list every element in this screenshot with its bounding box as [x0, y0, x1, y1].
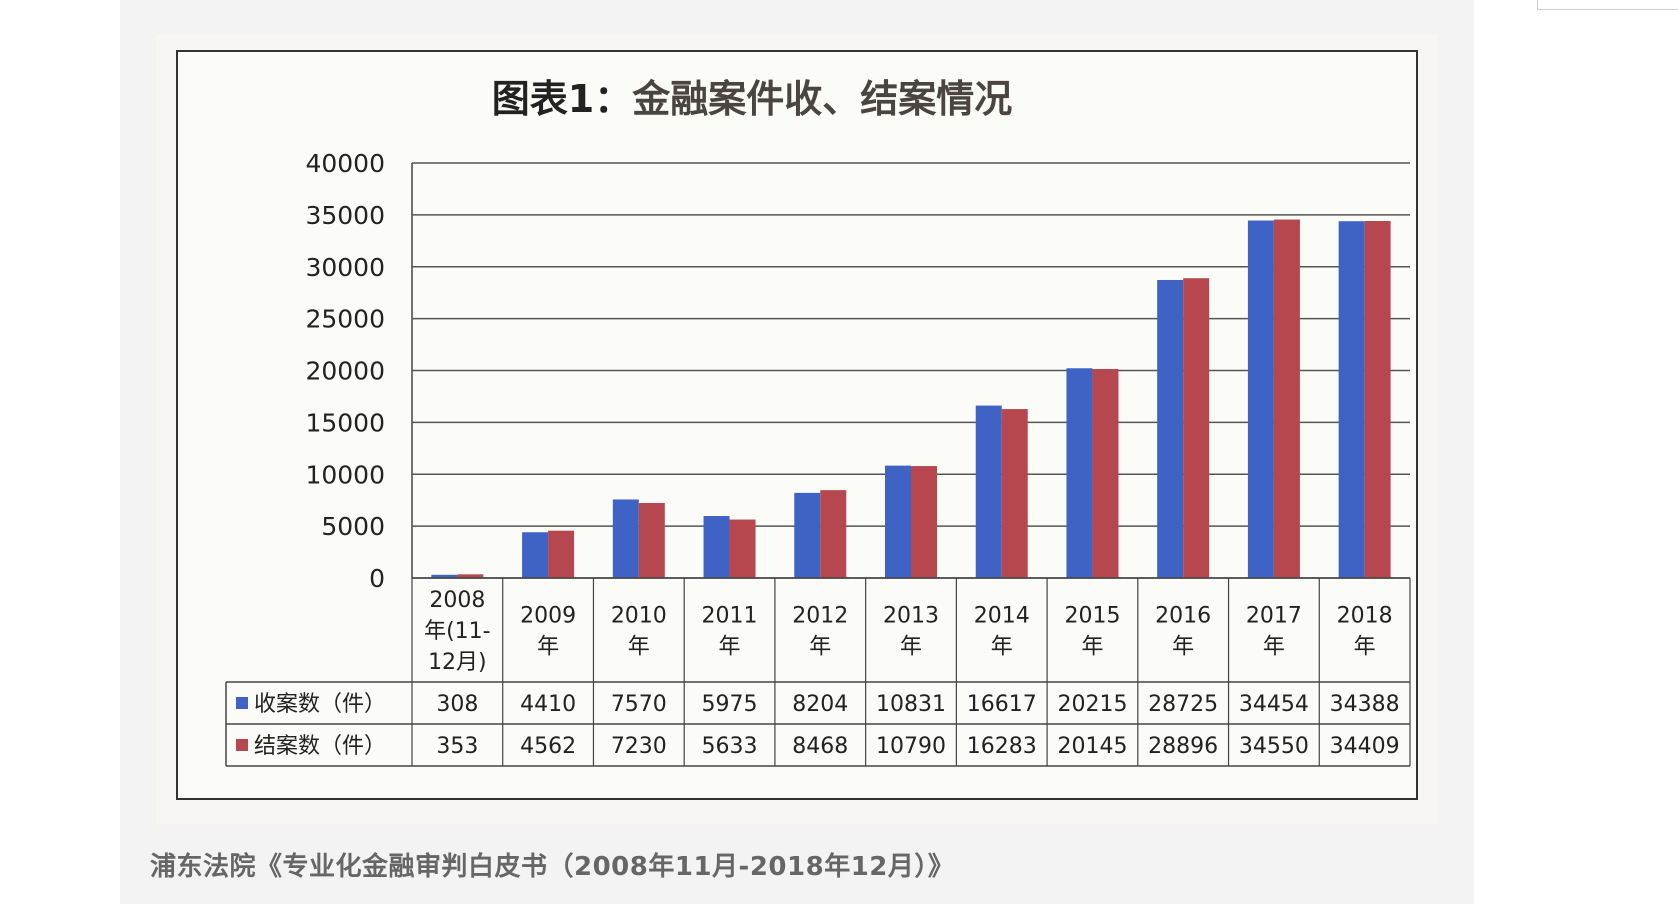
bar-closed: [1092, 369, 1118, 578]
x-tick-label: 2017: [1246, 604, 1302, 629]
x-tick-label: 年: [900, 635, 922, 660]
chart-title-prefix: 图表1：: [492, 77, 632, 121]
chart: 图表1：金融案件收、结案情况 0 5000 10000 15000 20000 25000 3…: [0, 0, 1678, 904]
x-tick-label: 2016: [1155, 604, 1211, 629]
x-tick-label: 2018: [1337, 604, 1393, 629]
bar-received: [704, 516, 730, 578]
x-tick-label: 2009: [520, 604, 576, 629]
data-label: 10831: [876, 692, 946, 717]
x-tick-label: 年: [719, 635, 741, 660]
bar-closed: [820, 490, 846, 578]
data-label: 4410: [520, 692, 576, 717]
y-tick-label: 35000: [305, 201, 385, 230]
bar-received: [613, 499, 639, 578]
x-tick-label: 2014: [974, 604, 1030, 629]
data-label: 34388: [1330, 692, 1400, 717]
x-tick-label: 年: [1263, 635, 1285, 660]
x-tick-label: 2010: [611, 604, 667, 629]
y-tick-label: 0: [369, 564, 385, 593]
y-tick-label: 10000: [305, 460, 385, 489]
bar-closed: [1365, 221, 1391, 578]
legend-label: 结案数（件）: [254, 734, 386, 759]
x-tick-label: 2013: [883, 604, 939, 629]
bar-closed: [548, 531, 574, 578]
data-label: 28896: [1148, 734, 1218, 759]
y-tick-label: 20000: [305, 357, 385, 386]
bar-closed: [911, 466, 937, 578]
x-tick-label: 年: [1081, 635, 1103, 660]
image-caption: 浦东法院《专业化金融审判白皮书（2008年11月-2018年12月）》: [150, 846, 954, 883]
data-label: 8468: [792, 734, 848, 759]
legend-label: 收案数（件）: [254, 692, 386, 717]
bar-received: [1248, 221, 1274, 578]
data-label: 7230: [611, 734, 667, 759]
bar-closed: [1183, 278, 1209, 578]
bar-received: [976, 406, 1002, 578]
chart-title-main: 金融案件收、结案情况: [631, 77, 1012, 121]
x-tick-label: 年: [537, 635, 559, 660]
x-tick-label: 年: [628, 635, 650, 660]
x-tick-label: 年: [809, 635, 831, 660]
bar-closed: [639, 503, 665, 578]
x-tick-label: 年(11-: [424, 619, 491, 644]
x-tick-label: 12月): [428, 650, 487, 675]
data-label: 34550: [1239, 734, 1309, 759]
data-label: 308: [436, 692, 478, 717]
y-tick-label: 25000: [305, 305, 385, 334]
chart-title: 图表1：金融案件收、结案情况: [492, 77, 1012, 121]
bar-received: [794, 493, 820, 578]
data-label: 28725: [1148, 692, 1218, 717]
x-tick-label: 2012: [792, 604, 848, 629]
legend-swatch: [236, 739, 248, 751]
x-tick-label: 2011: [702, 604, 758, 629]
bar-received: [1339, 221, 1365, 578]
data-label: 16617: [967, 692, 1037, 717]
data-label: 20145: [1057, 734, 1127, 759]
x-tick-label: 年: [1172, 635, 1194, 660]
y-tick-label: 5000: [321, 512, 385, 541]
bar-closed: [1274, 220, 1300, 578]
data-label: 4562: [520, 734, 576, 759]
bar-received: [885, 466, 911, 578]
data-label: 20215: [1057, 692, 1127, 717]
y-tick-label: 40000: [305, 149, 385, 178]
data-label: 10790: [876, 734, 946, 759]
data-label: 353: [436, 734, 478, 759]
data-label: 16283: [967, 734, 1037, 759]
bar-closed: [1002, 409, 1028, 578]
y-tick-label: 15000: [305, 408, 385, 437]
bar-received: [1157, 280, 1183, 578]
data-label: 5975: [702, 692, 758, 717]
bar-received: [1066, 368, 1092, 578]
data-label: 8204: [792, 692, 848, 717]
legend-swatch: [236, 697, 248, 709]
x-tick-label: 年: [991, 635, 1013, 660]
data-label: 34409: [1330, 734, 1400, 759]
data-label: 34454: [1239, 692, 1309, 717]
bar-received: [522, 532, 548, 578]
x-tick-label: 2015: [1064, 604, 1120, 629]
y-tick-label: 30000: [305, 253, 385, 282]
x-tick-label: 2008: [429, 588, 485, 613]
data-label: 7570: [611, 692, 667, 717]
x-tick-label: 年: [1354, 635, 1376, 660]
data-label: 5633: [702, 734, 758, 759]
bar-closed: [730, 520, 756, 578]
